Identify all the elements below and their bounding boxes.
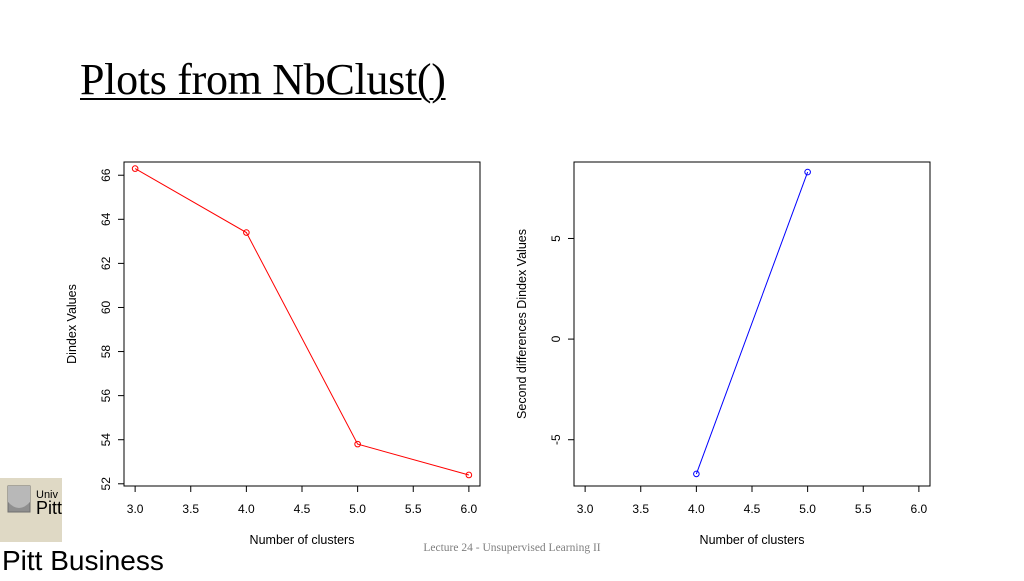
x-axis-label: Number of clusters <box>250 533 355 547</box>
series-line <box>134 168 470 476</box>
x-tick-label: 4.0 <box>238 502 255 516</box>
series-line <box>695 171 809 475</box>
x-tick-label: 5.5 <box>855 502 872 516</box>
x-tick-label: 5.0 <box>349 502 366 516</box>
y-tick-label: 58 <box>99 345 113 359</box>
data-point <box>354 440 361 448</box>
dindex-plot: 3.0 3.5 4.0 4.5 5.0 5.5 6.0 52 54 56 58 60 62 64 66 Num… <box>65 161 481 547</box>
y-tick-label: 54 <box>99 433 113 447</box>
y-tick-label: 66 <box>99 168 113 182</box>
data-point <box>693 470 700 478</box>
data-point <box>243 229 250 236</box>
logo-text-univ: Univ <box>36 489 59 501</box>
y-tick-label: 0 <box>549 335 563 342</box>
slide-title: Plots from NbClust() <box>80 55 446 104</box>
y-tick-label: -5 <box>549 434 563 445</box>
slide-footer: Lecture 24 - Unsupervised Learning II <box>423 542 601 554</box>
logo-text-pitt: Pitt <box>36 498 62 518</box>
y-tick-label: 60 <box>99 300 113 314</box>
x-tick-label: 6.0 <box>461 502 478 516</box>
second-differences-plot: 3.0 3.5 4.0 4.5 5.0 5.5 6.0 -5 0 5 Number of clust… <box>515 161 931 547</box>
y-tick-label: 52 <box>99 477 113 491</box>
data-point <box>465 471 473 479</box>
y-axis-label: Dindex Values <box>65 284 79 364</box>
x-tick-label: 4.0 <box>688 502 705 516</box>
pitt-business-logo: Univ Pitt Pitt Business <box>0 478 170 576</box>
y-tick-label: 56 <box>99 389 113 403</box>
y-tick-label: 64 <box>99 212 113 226</box>
x-tick-label: 6.0 <box>911 502 928 516</box>
x-tick-label: 4.5 <box>294 502 311 516</box>
x-tick-label: 3.0 <box>127 502 144 516</box>
y-tick-label: 5 <box>549 235 563 242</box>
logo-text-pitt-business: Pitt Business <box>2 545 164 576</box>
x-tick-label: 3.5 <box>632 502 649 516</box>
x-tick-label: 5.5 <box>405 502 422 516</box>
data-point <box>804 168 811 176</box>
x-tick-label: 5.0 <box>799 502 816 516</box>
plot-frame <box>123 161 481 487</box>
y-tick-label: 62 <box>99 256 113 270</box>
x-tick-label: 3.5 <box>182 502 199 516</box>
y-axis-label: Second differences Dindex Values <box>515 229 529 419</box>
x-axis-label: Number of clusters <box>700 533 805 547</box>
x-tick-label: 4.5 <box>744 502 761 516</box>
x-tick-label: 3.0 <box>577 502 594 516</box>
data-point <box>131 165 139 172</box>
